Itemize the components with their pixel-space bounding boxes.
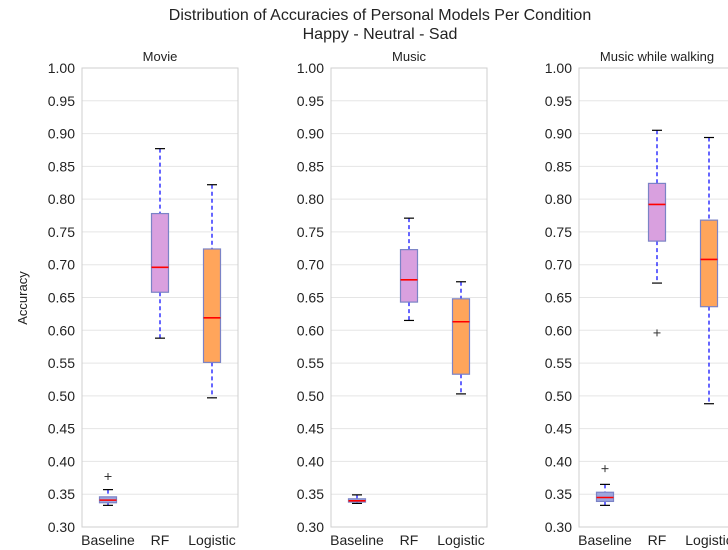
y-tick-label: 1.00 <box>48 60 75 76</box>
subplot-2: 1.00 0.95 0.90 0.85 0.80 0.75 0.70 0.65 0.60 0.55… <box>297 49 488 548</box>
y-tick-label: 0.95 <box>545 93 572 109</box>
y-tick-label: 0.85 <box>48 158 75 174</box>
y-tick-label: 0.45 <box>48 421 75 437</box>
y-tick-label: 0.85 <box>545 158 572 174</box>
y-tick-label: 0.75 <box>48 224 75 240</box>
y-tick-label: 0.40 <box>297 453 324 469</box>
iqr-box <box>202 248 222 364</box>
y-tick-label: 0.75 <box>545 224 572 240</box>
box-rf <box>399 217 419 322</box>
y-tick-label: 0.50 <box>297 388 324 404</box>
outlier-marker <box>601 465 609 473</box>
y-tick-label: 0.35 <box>545 486 572 502</box>
subplot-1: 1.00 0.95 0.90 0.85 0.80 0.75 0.70 0.65 0.60 0.55… <box>48 49 239 548</box>
y-tick-label: 0.90 <box>48 126 75 142</box>
box-logistic <box>202 184 222 399</box>
axes-frame <box>81 67 239 528</box>
iqr-box <box>451 298 471 375</box>
x-tick-label: Logistic <box>685 532 728 548</box>
y-tick-label: 1.00 <box>545 60 572 76</box>
y-tick-label: 0.90 <box>545 126 572 142</box>
iqr-box <box>150 212 170 293</box>
y-tick-label: 0.70 <box>545 257 572 273</box>
iqr-box <box>399 249 419 303</box>
figure-title: Distribution of Accuracies of Personal M… <box>169 7 591 24</box>
y-tick-label: 0.30 <box>545 519 572 535</box>
y-tick-label: 0.60 <box>48 322 75 338</box>
y-tick-label: 0.30 <box>48 519 75 535</box>
outlier-marker <box>104 473 112 481</box>
box-baseline <box>347 494 367 504</box>
box-baseline <box>98 473 118 506</box>
box-logistic <box>451 281 471 395</box>
y-tick-label: 0.45 <box>545 421 572 437</box>
y-tick-label: 0.65 <box>48 290 75 306</box>
y-tick-label: 0.70 <box>48 257 75 273</box>
iqr-box <box>647 182 667 242</box>
x-tick-label: Baseline <box>578 532 632 548</box>
axes-frame <box>330 67 488 528</box>
y-tick-label: 0.50 <box>48 388 75 404</box>
y-tick-label: 0.40 <box>48 453 75 469</box>
box-rf <box>150 148 170 339</box>
y-tick-label: 0.95 <box>297 93 324 109</box>
x-tick-label: Baseline <box>330 532 384 548</box>
x-tick-label: Logistic <box>437 532 484 548</box>
y-tick-label: 1.00 <box>297 60 324 76</box>
subplot-title: Music while walking <box>600 49 714 64</box>
y-tick-label: 0.80 <box>297 191 324 207</box>
iqr-box <box>699 219 719 308</box>
y-tick-label: 0.55 <box>545 355 572 371</box>
axes-frame <box>578 67 728 528</box>
y-tick-label: 0.80 <box>545 191 572 207</box>
subplot-title: Music <box>392 49 426 64</box>
box-rf <box>647 129 667 337</box>
y-tick-label: 0.55 <box>297 355 324 371</box>
x-tick-label: RF <box>400 532 419 548</box>
y-tick-label: 0.85 <box>297 158 324 174</box>
y-tick-label: 0.60 <box>297 322 324 338</box>
subplots: 1.00 0.95 0.90 0.85 0.80 0.75 0.70 0.65 0.60 0.55… <box>48 49 728 548</box>
y-tick-label: 0.70 <box>297 257 324 273</box>
y-tick-label: 0.35 <box>297 486 324 502</box>
y-tick-label: 0.90 <box>297 126 324 142</box>
box-baseline <box>595 465 615 506</box>
x-tick-label: Baseline <box>81 532 135 548</box>
y-tick-label: 0.35 <box>48 486 75 502</box>
y-tick-label: 0.55 <box>48 355 75 371</box>
box-logistic <box>699 136 719 405</box>
figure-subtitle: Happy - Neutral - Sad <box>303 26 458 43</box>
y-tick-label: 0.65 <box>545 290 572 306</box>
x-tick-label: Logistic <box>188 532 235 548</box>
y-tick-label: 0.80 <box>48 191 75 207</box>
y-tick-label: 0.50 <box>545 388 572 404</box>
x-tick-label: RF <box>151 532 170 548</box>
subplot-3: 1.00 0.95 0.90 0.85 0.80 0.75 0.70 0.65 0.60 0.55… <box>545 49 728 548</box>
y-tick-label: 0.40 <box>545 453 572 469</box>
y-tick-label: 0.95 <box>48 93 75 109</box>
x-tick-label: RF <box>648 532 667 548</box>
outlier-marker <box>653 329 661 337</box>
y-tick-label: 0.60 <box>545 322 572 338</box>
y-tick-label: 0.75 <box>297 224 324 240</box>
y-axis-label: Accuracy <box>15 271 30 325</box>
y-tick-label: 0.65 <box>297 290 324 306</box>
y-tick-label: 0.30 <box>297 519 324 535</box>
y-tick-label: 0.45 <box>297 421 324 437</box>
subplot-title: Movie <box>143 49 178 64</box>
